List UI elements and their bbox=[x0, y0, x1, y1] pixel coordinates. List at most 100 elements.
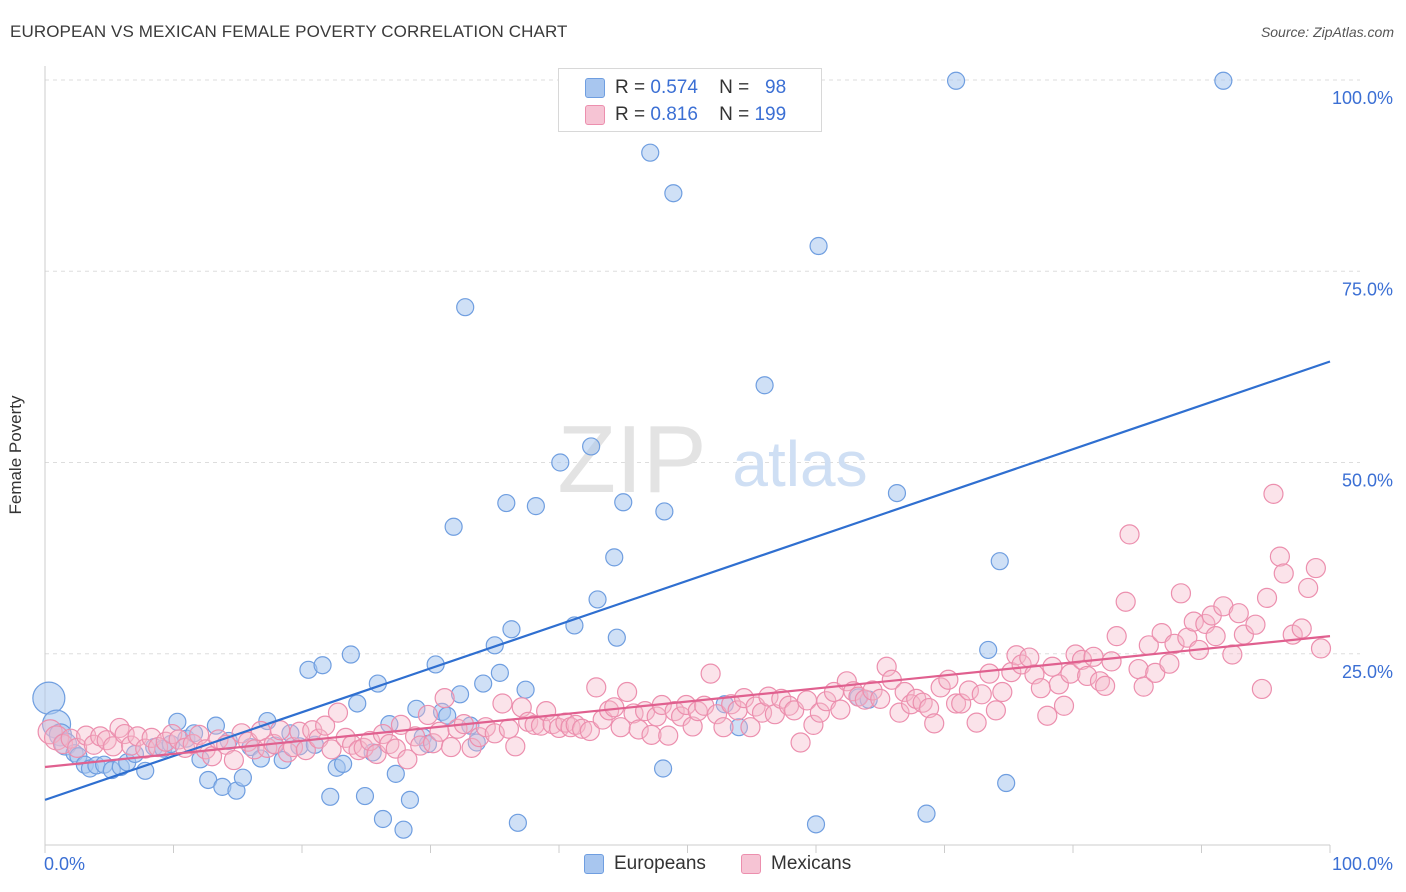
mexicans-point bbox=[979, 663, 1000, 684]
mexicans-point bbox=[1251, 678, 1272, 700]
europeans-point bbox=[806, 815, 826, 834]
mexicans-point bbox=[771, 688, 792, 709]
mexicans-point bbox=[96, 730, 117, 751]
mexicans-point bbox=[1256, 587, 1278, 609]
europeans-point bbox=[582, 437, 601, 456]
stats-legend: R = 0.574 N = 98 R = 0.816 N = 199 bbox=[558, 68, 822, 132]
mexicans-point bbox=[162, 723, 183, 745]
chart-source: Source: ZipAtlas.com bbox=[1260, 24, 1394, 40]
mexicans-point bbox=[135, 738, 156, 759]
europeans-point bbox=[373, 809, 393, 829]
europeans-point bbox=[990, 552, 1009, 571]
mexicans-point bbox=[270, 720, 291, 741]
mexicans-point bbox=[945, 693, 967, 714]
y-tick-label: 50.0% bbox=[1342, 471, 1393, 491]
mexicans-point bbox=[1083, 646, 1104, 667]
mexicans-point bbox=[1228, 603, 1249, 624]
mexicans-point bbox=[417, 704, 439, 726]
mexicans-swatch bbox=[585, 105, 605, 125]
europeans-point bbox=[664, 184, 683, 203]
mexicans-point bbox=[958, 680, 980, 701]
mexicans-point bbox=[687, 701, 708, 722]
mexicans-point bbox=[223, 749, 244, 771]
mexicans-point bbox=[524, 714, 545, 735]
mexicans-point bbox=[682, 716, 703, 737]
mexicans-legend-label: Mexicans bbox=[771, 853, 852, 874]
europeans-point bbox=[32, 681, 66, 715]
mexicans-point bbox=[1145, 662, 1166, 683]
n-label: N = bbox=[719, 77, 750, 98]
mexicans-trend-line bbox=[44, 635, 1331, 769]
mexicans-point bbox=[733, 688, 755, 709]
mexicans-point bbox=[985, 700, 1007, 721]
mexicans-point bbox=[461, 737, 482, 758]
mexicans-point bbox=[894, 681, 915, 703]
mexicans-points bbox=[37, 483, 1332, 771]
europeans-point bbox=[605, 548, 624, 567]
europeans-point bbox=[887, 484, 907, 503]
mexicans-point bbox=[721, 694, 742, 715]
mexicans-point bbox=[1115, 591, 1136, 612]
mexicans-point bbox=[1159, 653, 1180, 674]
mexicans-legend-swatch bbox=[741, 854, 761, 874]
mexicans-point bbox=[1170, 583, 1192, 604]
europeans-point bbox=[355, 786, 375, 806]
grid-lines bbox=[45, 79, 1360, 655]
mexicans-point bbox=[1095, 675, 1116, 696]
mexicans-point bbox=[951, 693, 972, 714]
chart-title: EUROPEAN VS MEXICAN FEMALE POVERTY CORRE… bbox=[10, 22, 568, 41]
europeans-point bbox=[979, 640, 998, 660]
mexicans-point bbox=[713, 717, 734, 738]
y-tick-label: 100.0% bbox=[1332, 88, 1393, 108]
mexicans-point bbox=[1037, 705, 1058, 726]
europeans-point bbox=[450, 685, 470, 704]
mexicans-point bbox=[1006, 645, 1027, 666]
mexicans-point bbox=[492, 693, 513, 714]
x-tick-label-max: 100.0% bbox=[1332, 854, 1393, 874]
europeans-point bbox=[641, 143, 660, 162]
europeans-point bbox=[386, 764, 405, 783]
europeans-point bbox=[588, 590, 607, 609]
europeans-point bbox=[997, 773, 1016, 793]
mexicans-point bbox=[1128, 658, 1149, 680]
mexicans-point bbox=[1291, 618, 1312, 639]
mexicans-point bbox=[918, 697, 940, 719]
mexicans-point bbox=[1053, 695, 1075, 716]
mexicans-point bbox=[1310, 638, 1332, 659]
europeans-point bbox=[809, 236, 828, 256]
mexicans-point bbox=[360, 730, 381, 752]
mexicans-point bbox=[1133, 676, 1154, 697]
mexicans-point bbox=[1030, 678, 1051, 699]
mexicans-point bbox=[315, 715, 336, 736]
mexicans-point bbox=[1305, 557, 1326, 579]
mexicans-point bbox=[498, 718, 519, 739]
mexicans-n-value: 199 bbox=[754, 104, 787, 125]
europeans-point bbox=[497, 493, 516, 513]
europeans-point bbox=[400, 790, 420, 809]
mexicans-point bbox=[830, 699, 851, 720]
mexicans-point bbox=[1106, 626, 1127, 647]
europeans-point bbox=[490, 663, 509, 682]
mexicans-point bbox=[410, 735, 431, 756]
mexicans-point bbox=[327, 702, 349, 723]
europeans-n-value: 98 bbox=[765, 77, 787, 98]
mexicans-point bbox=[1273, 563, 1294, 584]
europeans-point bbox=[1214, 71, 1233, 90]
mexicans-r-value: 0.816 bbox=[650, 104, 698, 125]
europeans-point bbox=[407, 699, 426, 718]
europeans-point bbox=[551, 453, 570, 472]
zipatlas-watermark: ZIP atlas bbox=[557, 406, 867, 513]
axes bbox=[44, 66, 1331, 853]
europeans-r-value: 0.574 bbox=[650, 77, 698, 98]
mexicans-point bbox=[103, 736, 124, 757]
mexicans-point bbox=[572, 718, 593, 739]
n-label: N = bbox=[719, 104, 750, 125]
europeans-point bbox=[394, 820, 413, 839]
mexicans-point bbox=[870, 688, 891, 709]
y-tick-label: 75.0% bbox=[1342, 279, 1393, 299]
mexicans-point bbox=[1263, 483, 1284, 504]
europeans-point bbox=[321, 787, 340, 806]
europeans-point bbox=[607, 628, 626, 647]
mexicans-point bbox=[938, 669, 959, 690]
mexicans-point bbox=[1019, 647, 1040, 668]
